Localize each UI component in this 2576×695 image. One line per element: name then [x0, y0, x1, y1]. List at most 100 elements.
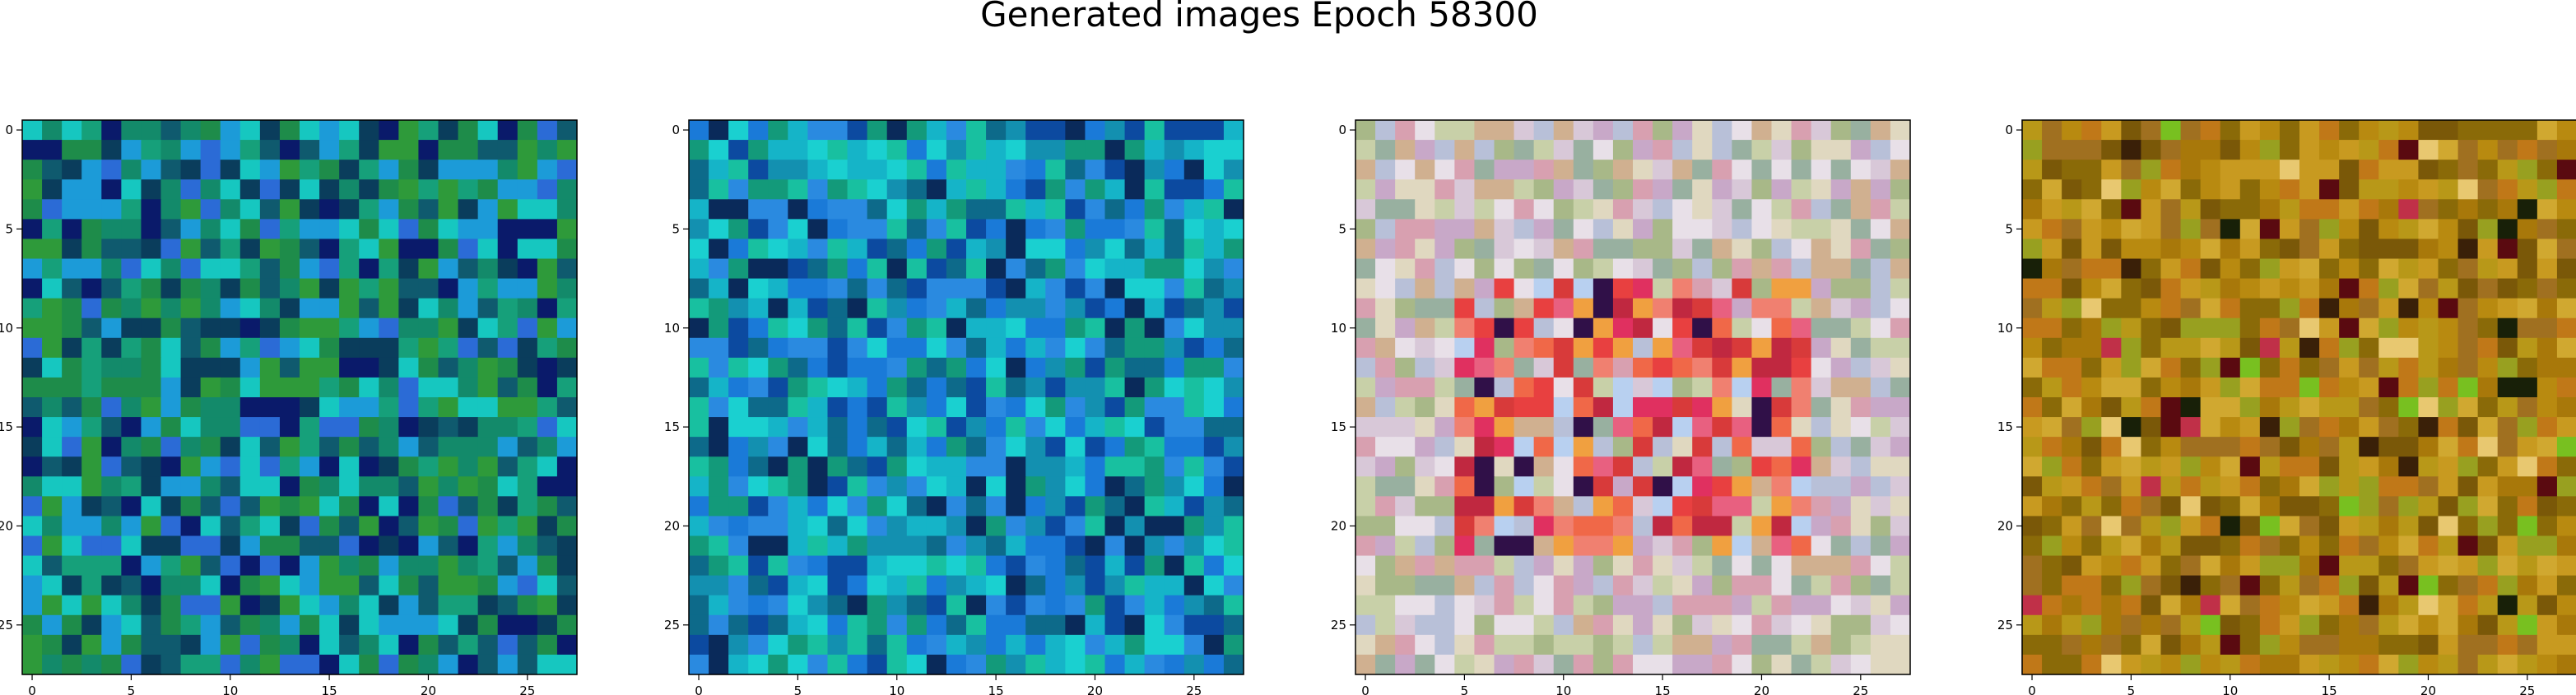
- pixel-cell: [2359, 338, 2379, 359]
- pixel-cell: [1224, 476, 1244, 497]
- pixel-cell: [1125, 140, 1146, 160]
- pixel-cell: [2398, 120, 2419, 141]
- pixel-cell: [1633, 556, 1653, 577]
- pixel-cell: [907, 318, 928, 339]
- pixel-cell: [1395, 219, 1416, 239]
- pixel-cell: [867, 556, 888, 577]
- pixel-cell: [2081, 219, 2102, 239]
- pixel-cell: [946, 635, 967, 656]
- pixel-cell: [2220, 615, 2241, 636]
- pixel-cell: [1415, 536, 1435, 557]
- pixel-cell: [2378, 456, 2399, 477]
- pixel-cell: [1890, 338, 1911, 359]
- pixel-cell: [81, 378, 102, 398]
- pixel-cell: [1534, 496, 1555, 517]
- pixel-cell: [1145, 179, 1165, 200]
- pixel-cell: [907, 140, 928, 160]
- pixel-cell: [1712, 397, 1732, 418]
- pixel-cell: [1593, 179, 1614, 200]
- pixel-cell: [1006, 635, 1026, 656]
- pixel-cell: [1355, 338, 1376, 359]
- pixel-cell: [828, 397, 849, 418]
- pixel-cell: [418, 299, 439, 319]
- pixel-cell: [161, 456, 182, 477]
- pixel-cell: [439, 635, 459, 656]
- pixel-cell: [1692, 120, 1713, 141]
- pixel-cell: [1712, 160, 1732, 180]
- pixel-cell: [1772, 120, 1793, 141]
- pixel-cell: [709, 456, 729, 477]
- y-tick-label: 20: [1331, 518, 1346, 533]
- pixel-cell: [221, 456, 241, 477]
- pixel-cell: [2518, 556, 2538, 577]
- pixel-cell: [1474, 140, 1495, 160]
- pixel-cell: [518, 556, 538, 577]
- pixel-cell: [807, 219, 828, 239]
- pixel-cell: [62, 299, 82, 319]
- pixel-cell: [2280, 456, 2300, 477]
- pixel-cell: [1474, 417, 1495, 438]
- pixel-cell: [1633, 595, 1653, 616]
- pixel-cell: [887, 318, 908, 339]
- pixel-cell: [2260, 476, 2281, 497]
- pixel-cell: [339, 219, 360, 239]
- pixel-cell: [1633, 338, 1653, 359]
- pixel-cell: [300, 358, 320, 378]
- pixel-cell: [1613, 160, 1634, 180]
- pixel-cell: [339, 635, 360, 656]
- pixel-cell: [907, 179, 928, 200]
- pixel-cell: [1184, 595, 1205, 616]
- pixel-cell: [458, 219, 479, 239]
- pixel-cell: [1672, 576, 1693, 596]
- pixel-cell: [788, 279, 808, 299]
- pixel-cell: [1653, 655, 1673, 675]
- pixel-cell: [1434, 279, 1455, 299]
- pixel-cell: [1633, 536, 1653, 557]
- pixel-cell: [807, 576, 828, 596]
- pixel-cell: [1415, 417, 1435, 438]
- pixel-cell: [537, 635, 558, 656]
- pixel-cell: [1613, 239, 1634, 259]
- pixel-cell: [1514, 338, 1535, 359]
- pixel-cell: [2398, 516, 2419, 536]
- pixel-cell: [458, 595, 479, 616]
- pixel-cell: [768, 516, 788, 536]
- pixel-cell: [1514, 576, 1535, 596]
- pixel-cell: [2022, 179, 2043, 200]
- pixel-cell: [359, 299, 379, 319]
- pixel-cell: [2498, 536, 2518, 557]
- pixel-cell: [1085, 120, 1105, 141]
- pixel-cell: [2042, 199, 2062, 220]
- pixel-cell: [1633, 120, 1653, 141]
- pixel-cell: [1574, 318, 1594, 339]
- pixel-cell: [2537, 199, 2558, 220]
- pixel-cell: [537, 456, 558, 477]
- pixel-cell: [1434, 595, 1455, 616]
- pixel-cell: [728, 476, 749, 497]
- pixel-cell: [221, 397, 241, 418]
- pixel-cell: [2022, 595, 2043, 616]
- pixel-cell: [260, 219, 281, 239]
- pixel-cell: [788, 299, 808, 319]
- pixel-cell: [828, 615, 849, 636]
- pixel-cell: [689, 358, 709, 378]
- pixel-cell: [379, 199, 399, 220]
- pixel-cell: [2537, 318, 2558, 339]
- pixel-cell: [966, 358, 987, 378]
- pixel-cell: [2319, 635, 2340, 656]
- pixel-cell: [1732, 378, 1752, 398]
- pixel-cell: [1085, 437, 1105, 457]
- pixel-cell: [1831, 259, 1852, 280]
- pixel-cell: [1125, 239, 1146, 259]
- pixel-cell: [1145, 516, 1165, 536]
- pixel-cell: [2042, 279, 2062, 299]
- pixel-cell: [1712, 140, 1732, 160]
- pixel-cell: [1355, 576, 1376, 596]
- x-tick-label: 0: [695, 683, 703, 695]
- pixel-cell: [848, 140, 868, 160]
- pixel-cell: [498, 318, 518, 339]
- pixel-cell: [1811, 338, 1832, 359]
- pixel-cell: [768, 437, 788, 457]
- pixel-cell: [1145, 338, 1165, 359]
- pixel-cell: [2299, 239, 2320, 259]
